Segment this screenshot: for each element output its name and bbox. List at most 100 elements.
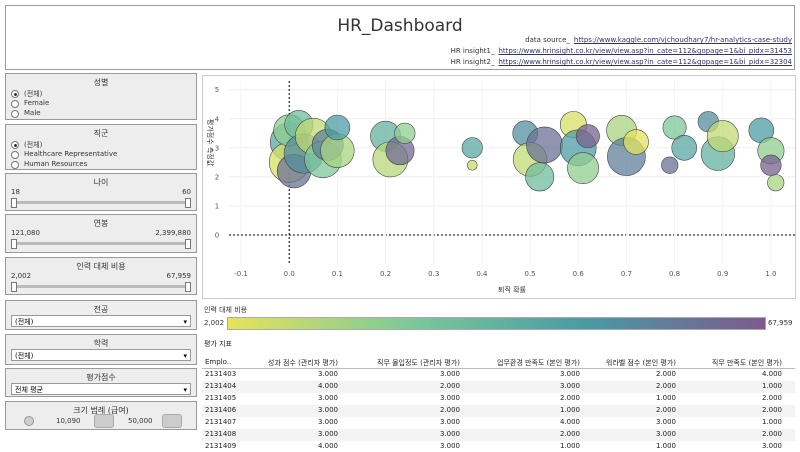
- table-cell: 2131406: [205, 406, 237, 414]
- table-cell: 3.000: [761, 442, 782, 450]
- filter-dropdown: 전공 (전체): [5, 300, 197, 330]
- table-cell: 3.000: [317, 430, 338, 438]
- table-cell: 2.000: [439, 382, 460, 390]
- table-row: [202, 393, 795, 405]
- bubble: [466, 159, 478, 171]
- slider-max: 2,399,880: [155, 229, 191, 237]
- bubble: [661, 156, 679, 174]
- table-cell: 2.000: [559, 394, 580, 402]
- filter-title: 나이: [93, 178, 109, 187]
- bubble: [394, 122, 416, 144]
- table-cell: 3.000: [559, 370, 580, 378]
- table-row: [202, 405, 795, 417]
- table-cell: 2.000: [761, 394, 782, 402]
- header-rule: [202, 368, 795, 369]
- table-cell: 2.000: [655, 370, 676, 378]
- table-cell: 1.000: [655, 394, 676, 402]
- table: 평가 지표 Emplo.. 성과 점수 (관리자 평가) 직무 몰입정도 (관리자 평…: [202, 337, 795, 452]
- bubble: [767, 174, 785, 192]
- table-cell: 3.000: [317, 406, 338, 414]
- table-cell: 1.000: [655, 442, 676, 450]
- x-tick-label: 0.4: [476, 270, 488, 278]
- slider-handle: [11, 198, 17, 208]
- table-row: [202, 381, 795, 393]
- x-tick-label: 0.9: [717, 270, 728, 278]
- x-tick-label: 0.8: [669, 270, 680, 278]
- table-cell: 3.000: [559, 382, 580, 390]
- table-cell: 3.000: [317, 394, 338, 402]
- link-row: HR insight2_ https://www.hrinsight.co.kr/…: [451, 58, 792, 66]
- filter-title: 전공: [93, 305, 109, 314]
- table-cell: 3.000: [317, 418, 338, 426]
- link[interactable]: https://www.kaggle.com/vjchoudhary7/hr-a…: [573, 36, 792, 44]
- filter-dropdown: 평가점수 전체 평균: [5, 368, 197, 397]
- filter-title: 인력 대체 비용: [76, 262, 126, 271]
- size-legend: 크기 범례 (급여) 10,090 50,000: [5, 401, 197, 430]
- column-header: 워라벨 점수 (본인 평가): [605, 359, 676, 367]
- link[interactable]: https://www.hrinsight.co.kr/view/view.as…: [498, 47, 792, 55]
- legend-title: 인력 대체 비용: [204, 306, 248, 314]
- table-cell: 2131408: [205, 430, 237, 438]
- link[interactable]: https://www.hrinsight.co.kr/view/view.as…: [498, 58, 792, 66]
- title: HR_Dashboard: [337, 16, 463, 36]
- slider-min: 121,080: [11, 229, 40, 237]
- link-row: data source_ https://www.kaggle.com/vjcho…: [451, 36, 792, 44]
- column-header: 직무 만족도 (본인 평가): [711, 359, 782, 367]
- table-cell: 3.000: [439, 418, 460, 426]
- table-cell: 3.000: [655, 418, 676, 426]
- table-cell: 4.000: [317, 442, 338, 450]
- slider-handle: [185, 282, 191, 292]
- table-cell: 2131409: [205, 442, 237, 450]
- bubble: [760, 154, 782, 176]
- table-cell: 3.000: [317, 370, 338, 378]
- table-cell: 4.000: [317, 382, 338, 390]
- filter-dropdown: 학력 (전체): [5, 334, 197, 365]
- x-tick-label: 0.1: [332, 270, 343, 278]
- table-title: 평가 지표: [204, 340, 232, 348]
- y-tick-label: 1: [215, 202, 219, 210]
- y-tick-label: 3: [215, 144, 219, 152]
- slider-handle: [11, 282, 17, 292]
- slider-handle: [11, 239, 17, 249]
- column-header: 성과 점수 (관리자 평가): [267, 359, 338, 367]
- x-tick-label: 0.7: [621, 270, 632, 278]
- slider-max: 67,959: [166, 272, 192, 280]
- radio: [11, 110, 19, 118]
- size-circle: [24, 416, 34, 426]
- slider-handle: [185, 198, 191, 208]
- filter-slider: 인력 대체 비용 2,002 67,959: [5, 257, 197, 295]
- x-tick-label: 0.0: [284, 270, 295, 278]
- table-cell: 2131404: [205, 382, 237, 390]
- legend-min: 2,002: [204, 319, 225, 327]
- radio-label: Human Resources: [24, 160, 88, 168]
- chart: 0 1 2 3 4 5 -0.1 0.0 0.1 0.2 0.3 0.4 0.5 0.6 0.7 0.8 0.9…: [202, 75, 796, 299]
- slider-handle: [185, 239, 191, 249]
- legend-max: 67,959: [768, 319, 793, 327]
- radio-label: Male: [24, 109, 41, 117]
- bubble: [706, 120, 739, 153]
- table-cell: 1.000: [559, 406, 580, 414]
- table-cell: 2.000: [559, 430, 580, 438]
- y-tick-label: 0: [215, 231, 219, 239]
- y-axis-label: 평가점수 측정값: [206, 119, 215, 167]
- link-label: data source_: [525, 36, 570, 44]
- size-label: 10,090: [56, 417, 81, 425]
- radio: [11, 161, 19, 169]
- filter-title: 성별: [93, 78, 109, 87]
- y-tick-label: 2: [215, 173, 219, 181]
- bubble: [567, 152, 599, 185]
- filter-slider: 연봉 121,080 2,399,880: [5, 214, 197, 253]
- size-legend-title: 크기 범례 (급여): [73, 406, 129, 415]
- filter-radio: 성별 (전체) Female Male: [5, 73, 197, 120]
- filter-title: 평가점수: [86, 373, 116, 382]
- table-cell: 2131407: [205, 418, 237, 426]
- column-header: 직무 몰입정도 (관리자 평가): [377, 359, 460, 367]
- bubble: [623, 129, 649, 155]
- x-tick-label: 0.3: [428, 270, 439, 278]
- table-cell: 3.000: [655, 430, 676, 438]
- x-tick-label: 0.5: [524, 270, 535, 278]
- table-cell: 1.000: [761, 418, 782, 426]
- bubble: [324, 114, 351, 141]
- bubble: [525, 162, 555, 192]
- dropdown: (전체): [11, 349, 191, 362]
